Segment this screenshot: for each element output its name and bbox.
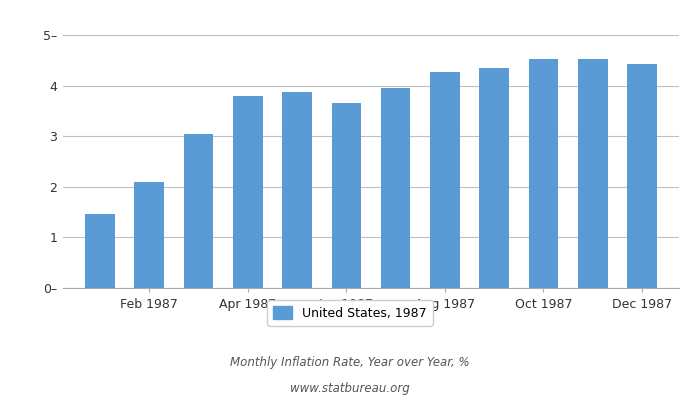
Bar bbox=[627, 64, 657, 288]
Legend: United States, 1987: United States, 1987 bbox=[267, 300, 433, 326]
Bar bbox=[233, 96, 262, 288]
Bar bbox=[332, 104, 361, 288]
Bar bbox=[381, 88, 410, 288]
Text: www.statbureau.org: www.statbureau.org bbox=[290, 382, 410, 395]
Bar bbox=[85, 214, 115, 288]
Bar bbox=[480, 68, 509, 288]
Bar bbox=[282, 92, 312, 288]
Bar bbox=[183, 134, 214, 288]
Bar bbox=[528, 59, 559, 288]
Bar bbox=[134, 182, 164, 288]
Bar bbox=[430, 72, 460, 288]
Text: Monthly Inflation Rate, Year over Year, %: Monthly Inflation Rate, Year over Year, … bbox=[230, 356, 470, 369]
Bar bbox=[578, 59, 608, 288]
